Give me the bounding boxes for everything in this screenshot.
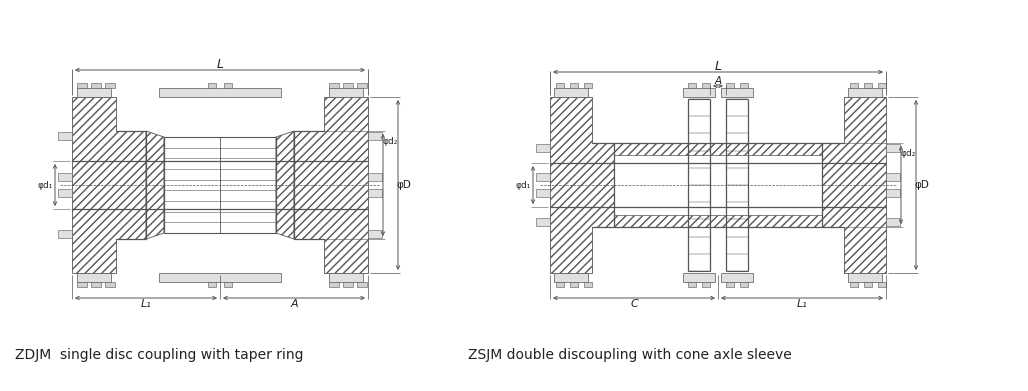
Bar: [740, 83, 748, 88]
Text: C: C: [630, 299, 638, 309]
Polygon shape: [550, 97, 614, 273]
Bar: [208, 83, 216, 88]
Polygon shape: [276, 131, 294, 239]
Bar: [864, 83, 872, 88]
Text: A: A: [714, 76, 722, 86]
Bar: [702, 83, 710, 88]
Bar: [850, 282, 858, 287]
Bar: [886, 218, 900, 226]
Bar: [368, 230, 382, 238]
Text: A: A: [290, 299, 298, 309]
Bar: [570, 83, 578, 88]
Bar: [850, 83, 858, 88]
Bar: [58, 230, 72, 238]
Bar: [614, 143, 822, 155]
Bar: [224, 282, 232, 287]
Bar: [77, 273, 111, 282]
Bar: [688, 83, 696, 88]
Bar: [848, 273, 882, 282]
Bar: [368, 173, 382, 181]
Polygon shape: [294, 97, 368, 273]
Bar: [584, 83, 592, 88]
Bar: [702, 282, 710, 287]
Text: φd₂: φd₂: [382, 136, 398, 145]
Bar: [556, 282, 564, 287]
Bar: [556, 83, 564, 88]
Text: ZSJM double discoupling with cone axle sleeve: ZSJM double discoupling with cone axle s…: [468, 348, 792, 362]
Bar: [368, 189, 382, 197]
Bar: [368, 132, 382, 140]
Text: L₁: L₁: [141, 299, 151, 309]
Bar: [77, 282, 87, 287]
Bar: [536, 173, 550, 181]
Bar: [77, 83, 87, 88]
Bar: [570, 282, 578, 287]
Bar: [343, 282, 353, 287]
Bar: [105, 282, 115, 287]
Bar: [91, 282, 101, 287]
Bar: [740, 282, 748, 287]
Bar: [357, 83, 367, 88]
Bar: [343, 83, 353, 88]
Bar: [58, 173, 72, 181]
Text: φD: φD: [397, 180, 411, 190]
Text: L₁: L₁: [797, 299, 807, 309]
Bar: [329, 88, 363, 97]
Bar: [683, 273, 715, 282]
Text: L: L: [217, 57, 223, 70]
Text: φd₁: φd₁: [515, 181, 530, 190]
Text: ZDJM  single disc coupling with taper ring: ZDJM single disc coupling with taper rin…: [15, 348, 303, 362]
Bar: [886, 144, 900, 152]
Bar: [584, 282, 592, 287]
Bar: [554, 273, 588, 282]
Bar: [721, 88, 752, 97]
Bar: [614, 215, 822, 227]
Bar: [688, 282, 696, 287]
Bar: [58, 189, 72, 197]
Bar: [726, 83, 734, 88]
Text: φd₂: φd₂: [901, 149, 916, 158]
Bar: [886, 173, 900, 181]
Bar: [536, 218, 550, 226]
Bar: [77, 88, 111, 97]
Bar: [726, 282, 734, 287]
Bar: [683, 88, 715, 97]
Polygon shape: [72, 97, 146, 273]
Polygon shape: [822, 97, 886, 273]
Text: φD: φD: [915, 180, 929, 190]
Bar: [536, 144, 550, 152]
Bar: [58, 132, 72, 140]
Bar: [329, 273, 363, 282]
Bar: [329, 282, 339, 287]
Bar: [886, 189, 900, 197]
Text: L: L: [714, 59, 722, 72]
Bar: [536, 189, 550, 197]
Bar: [208, 282, 216, 287]
Bar: [878, 282, 886, 287]
Bar: [864, 282, 872, 287]
Bar: [159, 273, 281, 282]
Bar: [224, 83, 232, 88]
Bar: [721, 273, 752, 282]
Bar: [105, 83, 115, 88]
Bar: [329, 83, 339, 88]
Bar: [357, 282, 367, 287]
Bar: [848, 88, 882, 97]
Text: φd₁: φd₁: [37, 181, 52, 190]
Bar: [878, 83, 886, 88]
Polygon shape: [146, 131, 164, 239]
Bar: [91, 83, 101, 88]
Bar: [554, 88, 588, 97]
Bar: [159, 88, 281, 97]
